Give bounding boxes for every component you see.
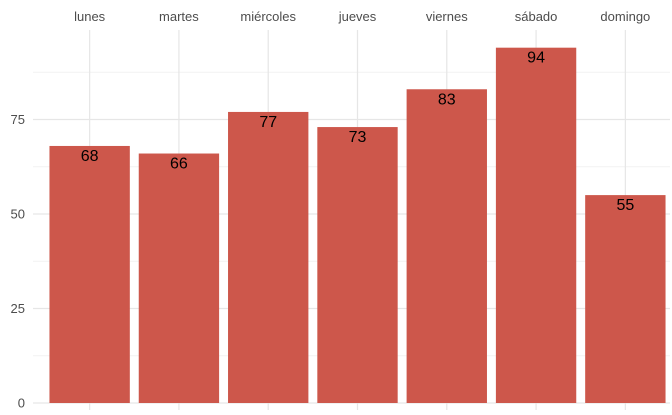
bar-martes: [138, 153, 220, 403]
x-tick-label: jueves: [338, 9, 377, 24]
bar-domingo: [585, 195, 666, 403]
axis-labels: 0 25 50 75 lunes martes miércoles jueves viernes…: [11, 9, 651, 411]
bar-viernes: [406, 89, 487, 403]
bar-jueves: [317, 127, 398, 403]
data-label: 66: [170, 156, 188, 173]
data-label: 83: [438, 91, 456, 108]
x-tick-label: sábado: [515, 9, 558, 24]
x-tick-label: lunes: [74, 9, 106, 24]
data-label: 68: [81, 148, 99, 165]
y-tick-label: 0: [18, 396, 25, 411]
bar-miércoles: [228, 111, 309, 403]
bar-lunes: [49, 145, 130, 403]
y-tick-label: 50: [11, 207, 25, 222]
y-tick-label: 75: [11, 112, 25, 127]
x-tick-label: viernes: [426, 9, 468, 24]
x-tick-label: domingo: [600, 9, 650, 24]
data-label: 55: [616, 197, 634, 214]
x-tick-label: miércoles: [240, 9, 296, 24]
data-labels: 68 66 77 73 83 94 55: [81, 50, 635, 214]
data-label: 77: [259, 114, 277, 131]
y-tick-label: 25: [11, 301, 25, 316]
bars: [49, 47, 666, 404]
bar-sábado: [495, 47, 577, 404]
x-tick-label: martes: [159, 9, 199, 24]
data-label: 73: [349, 129, 367, 146]
data-label: 94: [527, 50, 545, 67]
